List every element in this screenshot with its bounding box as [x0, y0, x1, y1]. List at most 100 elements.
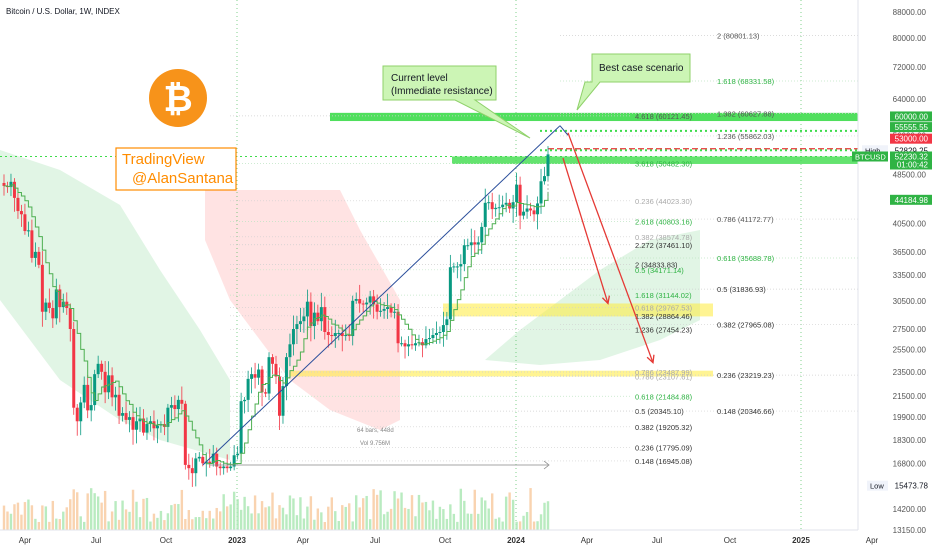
candle-body [445, 319, 449, 326]
candle-body [476, 242, 480, 245]
volume-bar [41, 505, 44, 530]
volume-bar [466, 513, 469, 530]
candle-body [114, 394, 118, 398]
time-axis-tick: Jul [370, 536, 380, 545]
price-axis-tick: 40500.00 [893, 220, 927, 229]
candle-body [183, 403, 187, 465]
candle-body [354, 299, 358, 301]
candle-body [232, 455, 236, 467]
volume-bar [452, 513, 456, 530]
candle-body [194, 458, 198, 474]
time-axis-tick: Oct [724, 536, 737, 545]
volume-bar [156, 517, 159, 530]
time-axis-tick: 2023 [228, 536, 246, 545]
volume-bar [65, 507, 68, 530]
volume-bar [225, 506, 229, 530]
price-axis-tick: 16800.00 [893, 459, 927, 468]
volume-bar [93, 493, 96, 530]
cloud-bullish-left [0, 150, 230, 460]
price-tag-prefix: High [865, 146, 880, 155]
candle-body [100, 363, 104, 372]
fib-level-label: 2.618 (40803.16) [635, 218, 693, 227]
trend-line-tip [559, 125, 569, 136]
volume-bar [267, 506, 271, 530]
candle-body [72, 329, 76, 408]
volume-bar [417, 494, 421, 530]
time-axis-tick: Jul [652, 536, 662, 545]
volume-bar [16, 502, 20, 530]
credit-line-2: @AlanSantana [132, 170, 234, 187]
trend-line [202, 125, 561, 466]
volume-bar [365, 495, 368, 530]
volume-bar [177, 504, 180, 530]
volume-bar [51, 500, 55, 530]
candle-body [236, 453, 240, 456]
volume-bar [285, 514, 288, 530]
volume-bar [260, 501, 264, 530]
volume-bar [386, 511, 389, 530]
volume-bar [131, 489, 135, 530]
volume-bar [372, 489, 375, 530]
candle-body [403, 343, 407, 347]
fib-level-label: 0.786 (23487.99) [635, 368, 693, 377]
volume-bar [288, 495, 292, 530]
volume-bar [83, 521, 86, 530]
candle-body [176, 399, 180, 410]
candle-body [543, 176, 547, 182]
background-layer [0, 0, 802, 530]
measure-label-bars: 64 bars, 448d [357, 428, 394, 434]
candle-body [532, 210, 536, 215]
volume-bar [491, 493, 494, 530]
candle-body [319, 307, 323, 322]
fib-level-label: 1.236 (55862.03) [717, 132, 775, 141]
volume-bar [117, 519, 121, 530]
price-tag: 60000.00 [890, 111, 932, 122]
volume-bar [236, 499, 239, 530]
volume-bar [497, 517, 501, 530]
price-tag-box [890, 480, 932, 491]
fib-level-label: 2 (80801.13) [717, 31, 760, 40]
candle-body [344, 335, 348, 337]
volume-bar [121, 500, 124, 530]
candle-body [288, 344, 292, 358]
price-axis-tick: 14200.00 [893, 505, 927, 514]
candle-body [302, 316, 306, 322]
fib-level-label: 0.786 (23107.61) [635, 372, 693, 381]
candle-body [515, 184, 519, 203]
target-arrow-1 [562, 157, 609, 304]
price-axis-tick: 23500.00 [893, 368, 927, 377]
volume-bar [30, 505, 34, 530]
target-arrow-2-head [646, 354, 655, 365]
candle-body [372, 296, 376, 305]
candle-body [82, 384, 86, 403]
volume-bar [445, 518, 449, 530]
candle-body [12, 181, 16, 198]
price-axis-tick: 27500.00 [893, 325, 927, 334]
volume-bar [264, 507, 267, 530]
volume-bar [62, 511, 65, 530]
candle-body [187, 464, 191, 469]
candle-body [131, 417, 135, 430]
volume-bar [9, 513, 13, 530]
volume-bar [250, 513, 253, 530]
price-tag-prefix: BTCUSD [855, 152, 886, 161]
price-tag-text: 15473.78 [895, 482, 929, 491]
volume-bar [302, 518, 306, 530]
volume-bar [309, 496, 313, 530]
candle-body [305, 301, 309, 317]
candle-body [522, 211, 526, 216]
fib-level-label: 0.236 (23219.23) [717, 371, 775, 380]
price-axis-tick: 72000.00 [893, 63, 927, 72]
candle-body [138, 418, 142, 422]
volume-bar [459, 488, 463, 530]
candle-body [480, 226, 484, 243]
candle-body [250, 374, 254, 379]
volume-bar [539, 514, 543, 530]
time-axis-tick: Apr [297, 536, 310, 545]
fib-level-label: 3.618 (50482.30) [635, 160, 693, 169]
candle-body [375, 304, 379, 312]
fib-level-label: 1.236 (27454.23) [635, 325, 693, 334]
candle-body [400, 343, 404, 345]
time-axis-tick: Oct [160, 536, 173, 545]
